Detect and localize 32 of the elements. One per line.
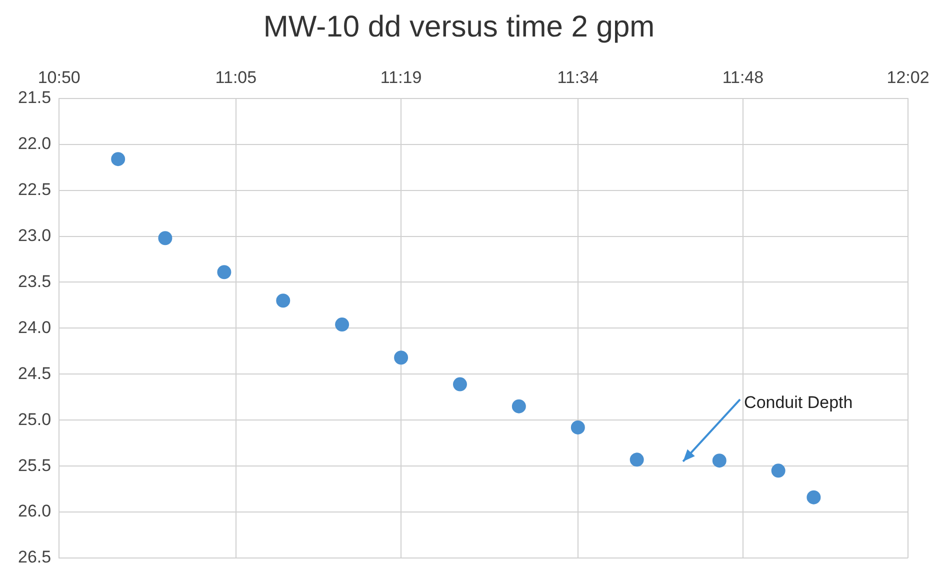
x-tick-label: 11:19 [380, 68, 422, 87]
y-tick-label: 26.0 [18, 502, 52, 521]
x-tick-label: 12:02 [886, 68, 930, 87]
point [806, 490, 821, 504]
point [158, 231, 172, 246]
x-tick-label: 11:05 [215, 68, 257, 87]
chart-title: MW-10 dd versus time 2 gpm [263, 10, 655, 44]
point [394, 350, 408, 365]
x-tick-label: 11:48 [722, 68, 764, 87]
point [452, 377, 467, 392]
y-tick-label: 26.5 [18, 548, 52, 567]
x-tick-label: 10:50 [38, 68, 80, 87]
point [712, 454, 726, 468]
point [111, 152, 126, 166]
point [335, 318, 350, 332]
y-tick-label: 21.5 [18, 88, 52, 108]
point [276, 294, 290, 308]
y-tick-label: 23.0 [18, 226, 52, 245]
y-tick-label: 24.0 [18, 318, 52, 337]
y-tick-label: 25.5 [18, 456, 52, 475]
y-tick-label: 24.5 [18, 364, 52, 383]
y-tick-label: 22.5 [18, 180, 52, 200]
y-tick-label: 25.0 [18, 410, 52, 429]
y-tick-label: 22.0 [18, 134, 52, 154]
point [217, 265, 232, 280]
point [630, 452, 644, 467]
point [512, 399, 526, 414]
y-tick-label: 23.5 [18, 272, 52, 291]
point [771, 464, 786, 478]
x-tick-label: 11:34 [557, 68, 599, 87]
annotation: Conduit Depth [744, 393, 853, 412]
point [570, 420, 585, 434]
